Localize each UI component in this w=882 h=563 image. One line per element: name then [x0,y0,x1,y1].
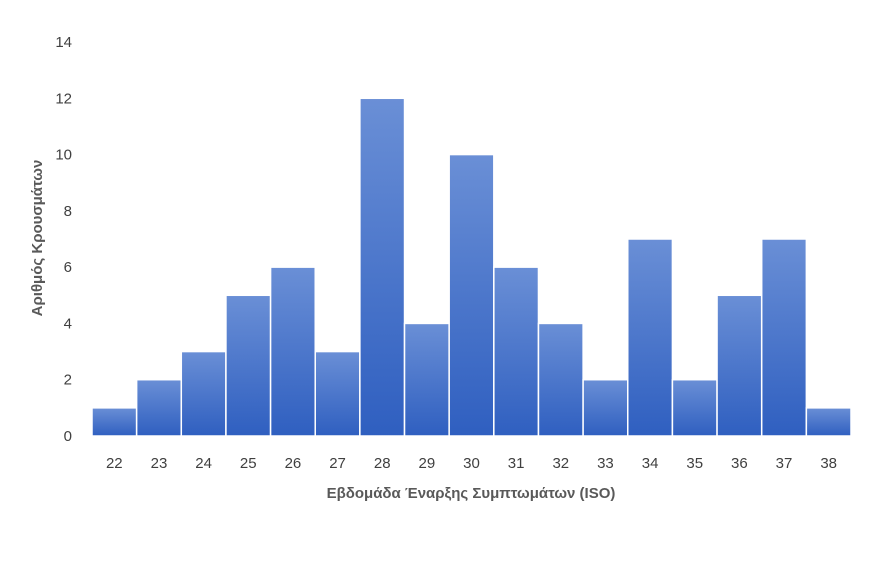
bar-week-26 [269,266,316,437]
bar-week-22 [91,407,138,437]
bar-week-27 [314,350,361,437]
x-tick-label: 25 [240,455,257,472]
x-tick-label: 34 [642,455,659,472]
bar-week-34 [627,238,674,437]
x-tick-label: 35 [686,455,703,472]
bar-week-38 [805,407,852,437]
x-tick-label: 29 [419,455,436,472]
x-tick-label: 32 [552,455,569,472]
y-tick-label: 6 [64,259,72,276]
bar-week-25 [225,294,272,437]
y-tick-label: 12 [55,90,72,107]
y-axis-ticks: 0 2 4 6 8 10 12 14 [55,34,72,445]
y-tick-label: 10 [55,147,72,164]
bar-week-24 [180,350,227,437]
x-tick-label: 28 [374,455,391,472]
bar-week-23 [135,378,183,437]
bar-week-31 [493,266,540,437]
x-tick-label: 30 [463,455,480,472]
y-tick-label: 0 [64,428,72,445]
y-tick-label: 8 [64,203,72,220]
x-tick-label: 36 [731,455,748,472]
y-tick-label: 14 [55,34,72,51]
x-tick-label: 27 [329,455,346,472]
bar-week-29 [403,322,450,437]
bar-week-35 [671,378,718,437]
bar-week-32 [537,322,584,437]
x-tick-label: 22 [106,455,123,472]
x-tick-label: 31 [508,455,525,472]
y-axis-title: Αριθμός Κρουσμάτων [29,160,46,317]
y-tick-label: 2 [64,372,72,389]
bar-week-33 [582,378,629,437]
bar-week-37 [760,238,808,437]
x-tick-label: 37 [776,455,793,472]
y-tick-label: 4 [64,315,72,332]
x-tick-label: 23 [151,455,168,472]
x-axis-title: Εβδομάδα Έναρξης Συμπτωμάτων (ISO) [327,485,616,502]
x-tick-label: 38 [820,455,837,472]
x-axis-ticks: 22 23 24 25 26 27 28 29 30 31 32 33 34 35 36 37 38 [106,455,837,472]
bar-week-36 [716,294,763,437]
x-tick-label: 26 [285,455,302,472]
bar-week-30 [448,153,495,437]
bar-week-28 [359,97,406,437]
bars [91,97,852,437]
x-tick-label: 24 [195,455,212,472]
x-tick-label: 33 [597,455,614,472]
